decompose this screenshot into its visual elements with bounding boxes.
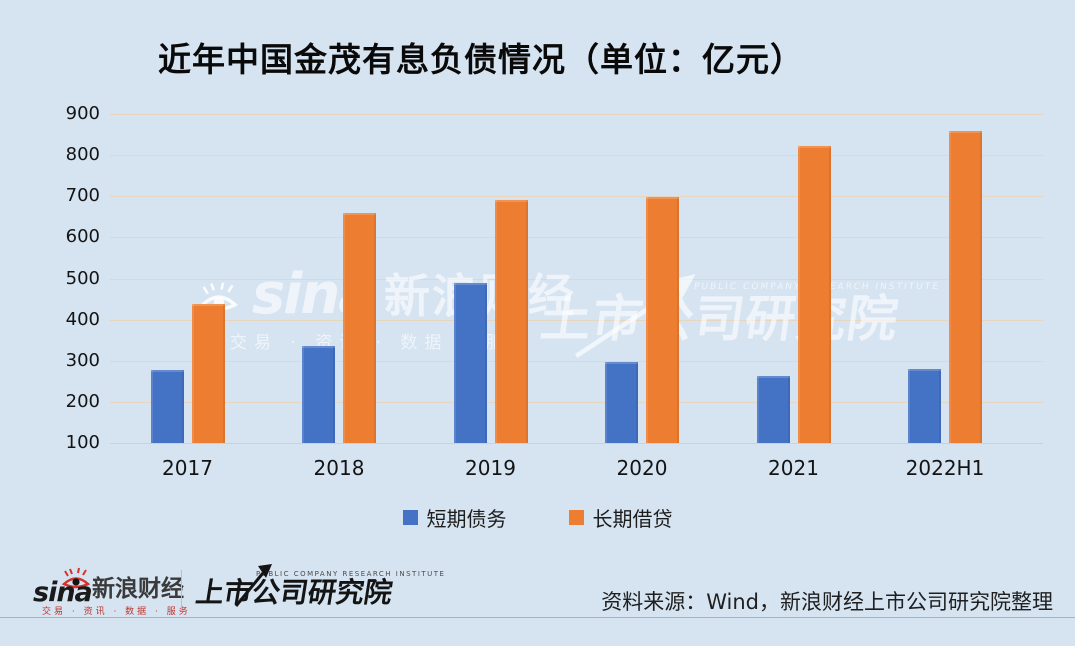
- x-tick-label-2017: 2017: [162, 456, 213, 480]
- gridline-300: [110, 360, 1043, 362]
- gridline-800: [110, 155, 1043, 157]
- y-tick-label-500: 500: [65, 267, 100, 289]
- legend-label-0: 短期债务: [426, 507, 507, 531]
- y-tick-label-300: 300: [65, 349, 100, 371]
- y-tick-label-700: 700: [65, 185, 100, 207]
- sina-finance-logo-text: 新浪财经: [92, 576, 184, 602]
- footer-logo-divider: [181, 570, 182, 610]
- footer-rule: [0, 617, 1075, 618]
- footer: sina 新浪财经 交易 · 资讯 · 数据 · 服务 PUBLIC COMPA…: [0, 558, 1075, 646]
- bar-series0-2017: [150, 369, 184, 443]
- gridline-400: [110, 319, 1043, 321]
- legend-swatch-1: [568, 510, 584, 525]
- gridline-100: [110, 443, 1043, 444]
- y-tick-label-800: 800: [65, 144, 100, 166]
- y-tick-label-100: 100: [65, 432, 100, 453]
- data-source-note: 资料来源：Wind，新浪财经上市公司研究院整理: [601, 590, 1053, 614]
- gridline-600: [110, 237, 1043, 239]
- gridline-500: [110, 278, 1043, 280]
- y-tick-label-900: 900: [65, 103, 100, 124]
- bar-series1-2022H1: [949, 130, 982, 443]
- gridline-200: [110, 401, 1043, 403]
- bar-series1-2019: [494, 199, 528, 443]
- gridline-900: [110, 114, 1043, 115]
- bar-series0-2022H1: [908, 369, 941, 443]
- bar-series0-2021: [756, 375, 790, 443]
- pcri-logo-text: 上市公司研究院: [193, 576, 395, 609]
- chart-title: 近年中国金茂有息负债情况（单位：亿元）: [158, 40, 804, 79]
- pcri-logo-english: PUBLIC COMPANY RESEARCH INSTITUTE: [256, 570, 446, 578]
- bar-series1-2021: [797, 146, 831, 443]
- sina-logo-tagline: 交易 · 资讯 · 数据 · 服务: [42, 607, 191, 617]
- x-tick-label-2018: 2018: [313, 456, 365, 480]
- bar-series0-2020: [605, 362, 638, 443]
- bar-series1-2017: [191, 304, 225, 443]
- sina-logo-eye-icon: [61, 567, 91, 589]
- pcri-logo-arrow-icon: [234, 564, 272, 607]
- legend: 短期债务 长期借贷: [0, 503, 1075, 532]
- x-tick-label-2021: 2021: [768, 456, 819, 480]
- x-tick-label-2019: 2019: [465, 456, 516, 480]
- sina-logo-wordmark: sina: [33, 577, 93, 608]
- x-tick-label-2020: 2020: [616, 456, 668, 480]
- x-tick-label-2022H1: 2022H1: [905, 456, 985, 480]
- legend-item-0: 短期债务: [402, 503, 507, 532]
- bar-series1-2018: [343, 213, 376, 443]
- legend-item-1: 长期借贷: [568, 503, 673, 532]
- bar-series0-2018: [302, 345, 335, 443]
- legend-label-1: 长期借贷: [592, 507, 673, 531]
- gridline-700: [110, 196, 1043, 198]
- bar-series0-2019: [453, 282, 487, 443]
- y-tick-label-600: 600: [65, 226, 100, 248]
- legend-swatch-0: [402, 510, 418, 525]
- y-tick-label-200: 200: [65, 390, 100, 412]
- y-tick-label-400: 400: [65, 308, 100, 330]
- bar-series1-2020: [646, 197, 679, 443]
